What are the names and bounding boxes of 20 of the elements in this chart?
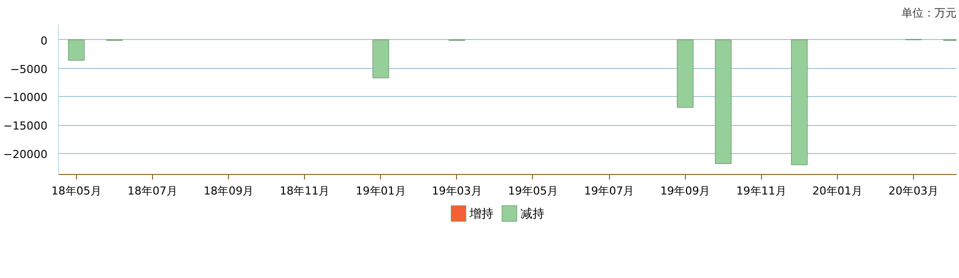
x-tick-label: 19年07月: [584, 184, 634, 198]
y-tick-label: 0: [40, 34, 48, 48]
text: 单位：万元: [902, 6, 956, 20]
x-tick-label: 18年09月: [204, 184, 254, 198]
y-tick-label: −5000: [10, 62, 48, 76]
x-tick-label: 20年01月: [812, 184, 862, 198]
x-tick-label: 20年03月: [888, 184, 939, 198]
x-tick-label: 19年09月: [660, 184, 710, 198]
x-tick-label: 19年01月: [356, 184, 406, 198]
y-tick-label: −20000: [3, 148, 48, 161]
x-tick-label: 18年11月: [280, 184, 330, 198]
y-tick-label: −10000: [3, 91, 48, 104]
x-tick-label: 19年03月: [432, 184, 482, 198]
legend-label: 减持: [520, 206, 544, 220]
legend-label: 增持: [468, 206, 494, 220]
x-tick-label: 19年05月: [508, 184, 558, 198]
x-tick-label: 19年11月: [736, 184, 786, 198]
y-tick-label: −15000: [3, 120, 48, 133]
x-tick-label: 18年05月: [51, 184, 102, 198]
x-tick-label: 18年07月: [127, 184, 178, 198]
